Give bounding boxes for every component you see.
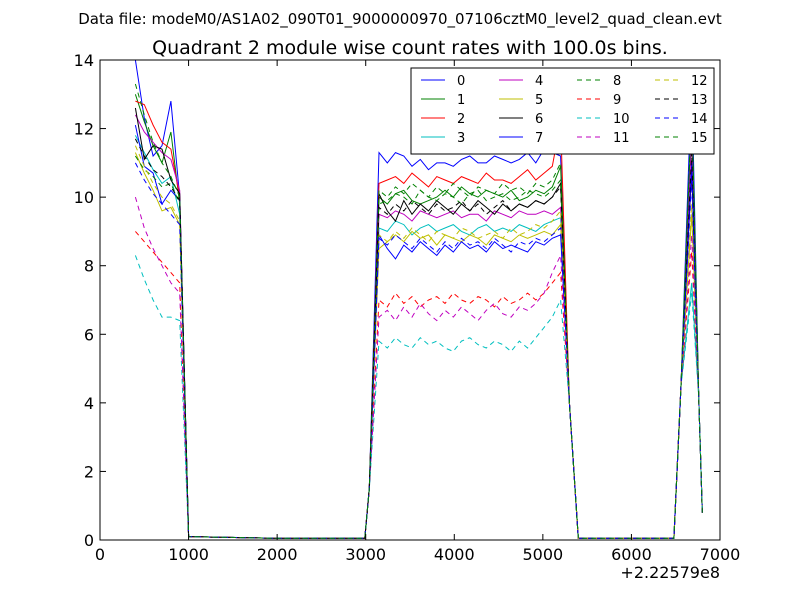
series-line-10: [134, 255, 703, 539]
series-line-3: [134, 135, 703, 539]
x-tick-label: 0: [95, 545, 105, 564]
legend-label-6: 6: [535, 112, 543, 127]
series-line-2: [135, 100, 703, 539]
y-tick-label: 0: [84, 531, 94, 550]
legend-label-13: 13: [691, 93, 708, 108]
x-tick-label: 4000: [434, 545, 475, 564]
y-tick-label: 14: [74, 51, 94, 70]
y-tick-label: 12: [74, 120, 94, 139]
y-tick-label: 4: [84, 394, 94, 413]
series-line-11: [134, 196, 703, 539]
legend-label-0: 0: [457, 74, 465, 89]
x-offset-label: +2.22579e8: [620, 563, 720, 582]
y-tick-label: 10: [74, 188, 94, 207]
legend-label-3: 3: [457, 131, 465, 146]
series-line-13: [134, 138, 703, 539]
series-layer: [134, 60, 703, 539]
data-file-header: Data file: modeM0/AS1A02_090T01_90000009…: [78, 10, 722, 29]
legend-label-8: 8: [613, 74, 621, 89]
legend-label-7: 7: [535, 131, 543, 146]
y-tick-label: 8: [84, 257, 94, 276]
x-tick-label: 2000: [257, 545, 298, 564]
series-line-14: [134, 162, 703, 539]
legend-label-14: 14: [691, 112, 708, 127]
chart-title: Quadrant 2 module wise count rates with …: [152, 37, 668, 59]
series-line-5: [134, 152, 703, 539]
series-line-12: [134, 145, 703, 539]
legend-label-15: 15: [691, 131, 708, 146]
x-tick-label: 6000: [611, 545, 652, 564]
legend-label-1: 1: [457, 93, 465, 108]
legend-label-9: 9: [613, 93, 621, 108]
legend-label-2: 2: [457, 112, 465, 127]
y-tick-label: 2: [84, 462, 94, 481]
legend-label-5: 5: [535, 93, 543, 108]
series-line-6: [134, 107, 703, 539]
x-tick-label: 5000: [522, 545, 563, 564]
plot-frame: [99, 59, 721, 541]
series-line-9: [135, 231, 703, 539]
series-line-7: [134, 124, 703, 539]
legend-label-12: 12: [691, 74, 708, 89]
series-line-15: [134, 83, 703, 539]
x-tick-label: 7000: [700, 545, 741, 564]
series-line-8: [134, 107, 703, 539]
x-tick-label: 3000: [345, 545, 386, 564]
x-tick-label: 1000: [168, 545, 209, 564]
legend-label-11: 11: [613, 131, 630, 146]
legend-label-10: 10: [613, 112, 630, 127]
legend-box: [410, 67, 715, 155]
legend-label-4: 4: [535, 74, 543, 89]
y-tick-label: 6: [84, 325, 94, 344]
